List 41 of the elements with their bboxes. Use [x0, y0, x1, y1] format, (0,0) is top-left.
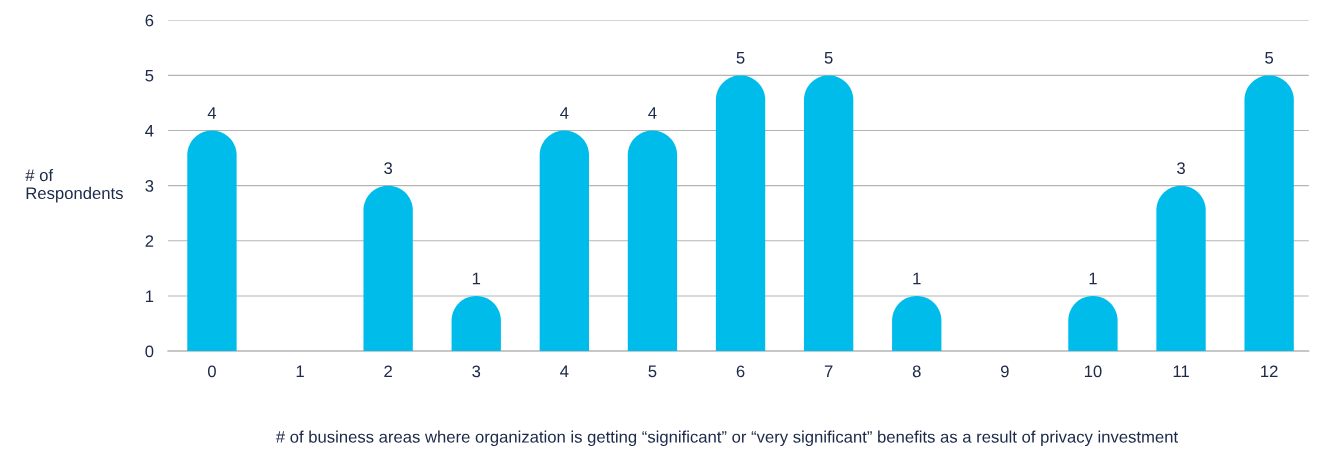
data-label: 5	[736, 52, 745, 64]
y-tick-label: 5	[145, 69, 154, 82]
bar	[363, 185, 413, 352]
bar	[715, 75, 766, 352]
x-tick-label: 10	[1084, 365, 1102, 378]
data-label: 1	[1089, 272, 1097, 285]
data-label: 4	[560, 107, 569, 119]
y-tick-label: 4	[145, 125, 154, 137]
x-tick-label: 8	[912, 365, 921, 378]
data-label: 3	[1177, 162, 1185, 175]
x-tick-label: 11	[1173, 365, 1189, 378]
x-tick-label: 9	[1000, 365, 1009, 378]
x-tick-label: 5	[648, 365, 657, 378]
data-label: 5	[1265, 52, 1274, 64]
x-tick-label: 3	[472, 365, 481, 378]
bar	[539, 130, 590, 352]
data-label: 4	[207, 107, 217, 119]
bar	[1244, 75, 1294, 352]
data-label: 1	[472, 272, 481, 285]
x-axis-title: # of business areas where organization is getting “significant” or “very significant” benefits as a result of privacy investment	[275, 430, 1178, 447]
y-axis-title: # of Respondents	[25, 168, 123, 203]
x-tick-label: 12	[1261, 365, 1278, 378]
data-label: 3	[384, 162, 393, 175]
y-tick-label: 1	[146, 290, 154, 302]
x-tick-label: 2	[384, 365, 392, 378]
x-tick-label: 4	[560, 365, 569, 378]
bar	[803, 75, 854, 352]
y-tick-label: 6	[145, 14, 154, 27]
x-tick-label: 1	[296, 365, 304, 378]
x-tick-label: 0	[207, 365, 216, 378]
bar	[187, 130, 237, 352]
y-tick-label: 3	[145, 180, 154, 192]
x-tick-label: 7	[824, 365, 833, 378]
data-label: 5	[824, 52, 833, 64]
y-tick-label: 2	[145, 235, 154, 247]
bar	[1156, 185, 1206, 352]
y-tick-label: 0	[145, 345, 154, 358]
bar	[627, 130, 678, 352]
x-tick-label: 6	[736, 365, 745, 378]
data-label: 4	[648, 107, 657, 119]
data-label: 1	[913, 272, 921, 285]
